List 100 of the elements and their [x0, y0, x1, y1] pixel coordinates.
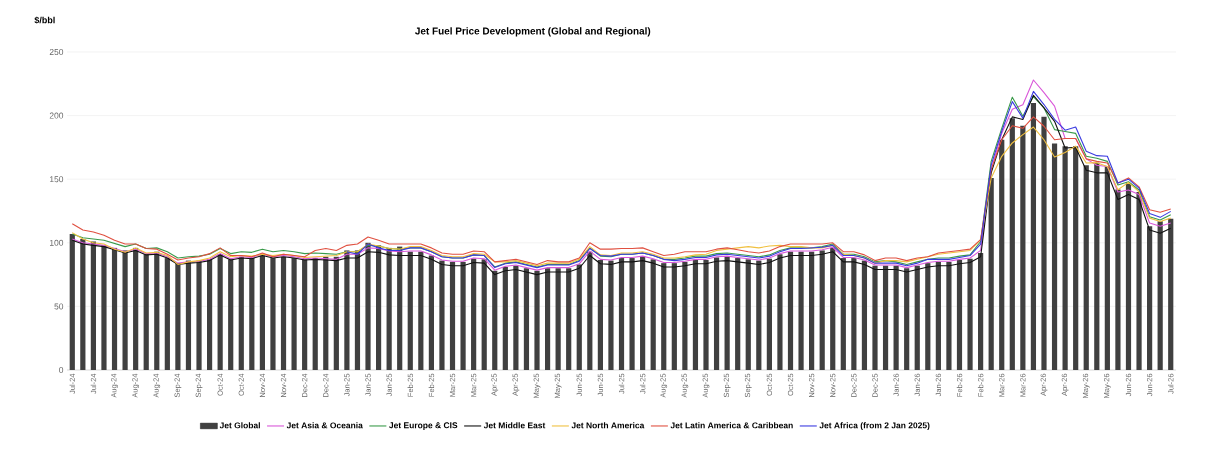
- bar: [608, 260, 614, 370]
- bar: [323, 256, 329, 370]
- bar: [893, 265, 899, 370]
- bar: [196, 260, 202, 370]
- bar: [471, 258, 477, 370]
- legend-label: Jet Global: [219, 422, 260, 429]
- bar: [302, 259, 308, 370]
- bar: [1030, 102, 1037, 370]
- bar: [291, 258, 297, 370]
- y-tick-label: 0: [59, 367, 64, 373]
- bar: [418, 251, 424, 370]
- bar: [312, 258, 318, 370]
- bar: [502, 266, 508, 370]
- bar: [914, 265, 920, 370]
- bar: [597, 259, 603, 370]
- bar: [956, 259, 963, 370]
- bar: [164, 258, 170, 370]
- bar: [460, 261, 466, 370]
- bar: [354, 250, 361, 370]
- y-axis-title: $/bbl: [34, 16, 55, 24]
- bar: [809, 251, 815, 370]
- bar: [1083, 165, 1089, 370]
- bar: [661, 263, 667, 370]
- bar: [206, 259, 213, 370]
- bar: [988, 177, 994, 370]
- bar: [270, 258, 276, 370]
- bar: [428, 255, 434, 370]
- bar: [101, 245, 107, 370]
- bar: [566, 268, 572, 370]
- legend-label: Jet Latin America & Caribbean: [670, 422, 793, 429]
- bar: [692, 259, 699, 370]
- bar: [333, 256, 339, 370]
- bar: [840, 258, 846, 370]
- chart-title: Jet Fuel Price Development (Global and Regional): [415, 27, 651, 37]
- bar: [1020, 125, 1026, 370]
- y-tick-label: 250: [49, 49, 64, 55]
- bar: [1157, 221, 1163, 370]
- bar: [724, 256, 730, 370]
- bar: [1136, 191, 1142, 370]
- y-tick-label: 50: [54, 303, 64, 310]
- bar: [280, 256, 287, 370]
- bar: [111, 247, 118, 370]
- bar: [344, 250, 350, 370]
- bar: [756, 260, 762, 370]
- bar: [703, 259, 709, 370]
- bar: [492, 270, 498, 370]
- bar: [1168, 218, 1174, 370]
- bar: [777, 254, 783, 370]
- bar: [481, 259, 487, 370]
- bar: [650, 259, 656, 370]
- bar: [365, 242, 371, 370]
- bar: [439, 260, 445, 370]
- bar: [935, 261, 941, 370]
- bar: [534, 270, 540, 370]
- bar: [576, 264, 582, 370]
- bar: [904, 268, 910, 370]
- bar: [925, 263, 931, 370]
- bar: [386, 247, 392, 370]
- bar: [69, 233, 75, 370]
- bar: [397, 246, 403, 370]
- bar: [1062, 146, 1068, 370]
- legend-label: Jet Asia & Oceania: [286, 422, 363, 429]
- bar: [946, 261, 952, 370]
- bar: [999, 139, 1005, 370]
- bar: [618, 258, 625, 370]
- bar: [513, 265, 519, 370]
- bar: [798, 251, 804, 370]
- bar: [228, 259, 234, 370]
- bar: [682, 261, 688, 370]
- y-tick-label: 200: [49, 112, 64, 119]
- bar: [143, 254, 149, 370]
- legend-label: Jet Africa (from 2 Jan 2025): [819, 422, 930, 431]
- bar: [449, 261, 456, 370]
- bar: [819, 250, 825, 370]
- bar: [587, 251, 593, 370]
- bar: [1125, 183, 1132, 370]
- bar: [978, 252, 984, 370]
- bar: [1104, 166, 1110, 370]
- bar: [1115, 189, 1121, 370]
- bar: [122, 250, 128, 370]
- bar: [1147, 226, 1153, 370]
- bar: [967, 258, 973, 370]
- bar: [1073, 146, 1079, 370]
- bar: [872, 265, 878, 370]
- bar: [629, 258, 635, 370]
- y-tick-label: 150: [49, 176, 64, 183]
- bar: [787, 251, 794, 370]
- bar: [175, 263, 181, 370]
- legend-label: Jet North America: [571, 422, 645, 429]
- bar: [830, 247, 836, 370]
- bar: [671, 263, 677, 370]
- legend-label: Jet Europe & CIS: [389, 422, 458, 430]
- bar: [640, 256, 646, 370]
- bar: [407, 251, 413, 370]
- bar: [1051, 143, 1058, 370]
- bar: [745, 259, 751, 370]
- bar: [1041, 116, 1047, 370]
- bar: [861, 260, 868, 370]
- bar: [259, 255, 265, 370]
- bar: [544, 268, 551, 370]
